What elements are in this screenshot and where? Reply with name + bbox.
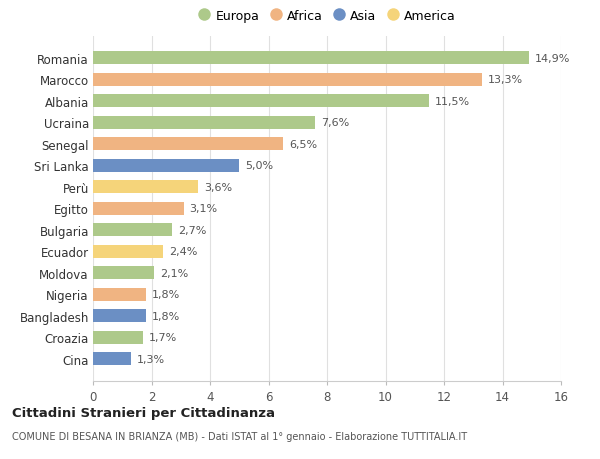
Bar — [93, 202, 184, 215]
Bar — [93, 95, 430, 108]
Text: 1,8%: 1,8% — [151, 290, 180, 300]
Text: 1,7%: 1,7% — [149, 332, 177, 342]
Bar — [93, 309, 146, 323]
Text: 5,0%: 5,0% — [245, 161, 273, 171]
Bar — [93, 267, 154, 280]
Text: 3,1%: 3,1% — [190, 204, 218, 214]
Bar — [93, 224, 172, 237]
Text: 11,5%: 11,5% — [435, 97, 470, 106]
Bar — [93, 353, 131, 365]
Bar — [93, 138, 283, 151]
Bar — [93, 245, 163, 258]
Text: 2,1%: 2,1% — [160, 268, 188, 278]
Text: 13,3%: 13,3% — [488, 75, 523, 85]
Text: 1,3%: 1,3% — [137, 354, 165, 364]
Text: Cittadini Stranieri per Cittadinanza: Cittadini Stranieri per Cittadinanza — [12, 406, 275, 419]
Text: 1,8%: 1,8% — [151, 311, 180, 321]
Bar — [93, 160, 239, 173]
Text: 14,9%: 14,9% — [535, 54, 570, 64]
Legend: Europa, Africa, Asia, America: Europa, Africa, Asia, America — [194, 6, 460, 27]
Text: COMUNE DI BESANA IN BRIANZA (MB) - Dati ISTAT al 1° gennaio - Elaborazione TUTTI: COMUNE DI BESANA IN BRIANZA (MB) - Dati … — [12, 431, 467, 442]
Bar — [93, 74, 482, 87]
Bar — [93, 181, 198, 194]
Bar — [93, 117, 316, 129]
Text: 6,5%: 6,5% — [289, 140, 317, 150]
Text: 7,6%: 7,6% — [321, 118, 349, 128]
Bar — [93, 52, 529, 65]
Text: 2,4%: 2,4% — [169, 247, 197, 257]
Text: 2,7%: 2,7% — [178, 225, 206, 235]
Bar — [93, 288, 146, 301]
Text: 3,6%: 3,6% — [204, 182, 232, 192]
Bar — [93, 331, 143, 344]
